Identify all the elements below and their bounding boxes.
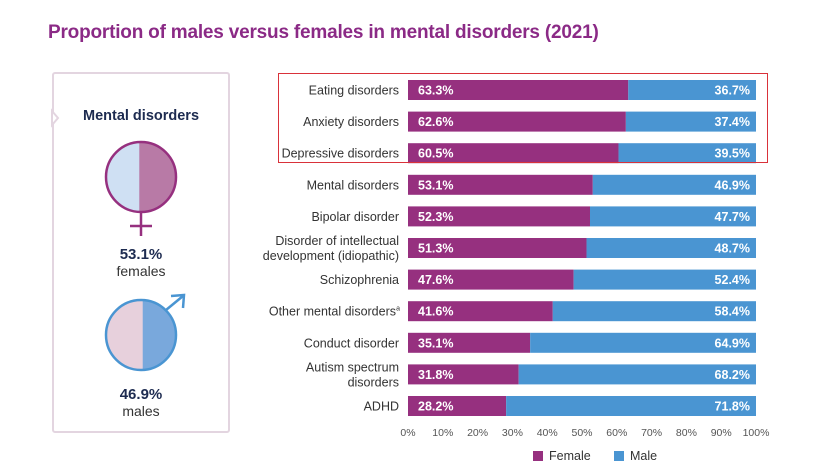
data-label-female: 35.1% [418,336,453,350]
data-label-male: 47.7% [715,210,750,224]
data-label-male: 39.5% [715,147,750,161]
bar-male [530,332,756,353]
bar-female [408,143,619,164]
legend-swatch-female [533,451,543,461]
male-symbol-icon [104,293,186,372]
x-tick-label: 90% [711,427,732,439]
data-label-male: 58.4% [715,305,750,319]
data-label-male: 71.8% [715,400,750,414]
x-tick-label: 60% [606,427,627,439]
x-tick-label: 70% [641,427,662,439]
legend-label-female: Female [549,449,591,463]
data-label-female: 60.5% [418,147,453,161]
data-label-female: 52.3% [418,210,453,224]
bar-male [518,364,756,385]
data-label-female: 62.6% [418,115,453,129]
bar-male [618,143,756,164]
data-label-male: 36.7% [715,84,750,98]
legend-label-male: Male [630,449,658,463]
female-percentage: 53.1% [119,246,163,263]
bar-female [408,206,591,227]
bar-male [586,238,756,258]
x-tick-label: 10% [432,427,453,439]
bar-female [408,80,629,100]
category-label: Depressive disorders [282,147,399,161]
data-label-female: 47.6% [418,273,453,287]
bar-female [408,332,531,353]
category-label: development (idiopathic) [263,249,399,263]
category-label: Autism spectrum [306,360,399,374]
category-label: Mental disorders [307,178,399,192]
bar-male [628,80,756,100]
data-label-female: 53.1% [418,178,453,192]
x-tick-label: 20% [467,427,488,439]
data-label-male: 48.7% [715,242,750,256]
category-label: Disorder of intellectual [275,234,399,248]
chart-title: Proportion of males versus females in me… [48,22,599,43]
data-label-female: 28.2% [418,400,453,414]
bar-male [506,396,756,416]
x-tick-label: 30% [502,427,523,439]
side-panel [52,72,230,433]
bar-male [552,301,756,322]
highlight-box [278,73,768,163]
data-label-male: 46.9% [715,178,750,192]
side-panel-heading: Mental disorders [82,108,200,124]
data-label-male: 37.4% [715,115,750,129]
bar-female [408,269,574,290]
data-label-female: 41.6% [418,305,453,319]
category-label: disorders [348,375,399,389]
category-label: Other mental disorders [269,305,396,319]
bar-female [408,238,587,258]
data-label-male: 64.9% [715,336,750,350]
category-label: Bipolar disorder [311,210,399,224]
bar-female [408,364,519,385]
bar-male [625,111,756,132]
male-label: males [122,403,160,419]
bar-male [573,269,756,290]
data-label-female: 51.3% [418,242,453,256]
x-tick-label: 80% [676,427,697,439]
data-label-female: 31.8% [418,368,453,382]
x-tick-label: 0% [400,427,415,439]
bar-male [590,206,756,227]
female-symbol-icon [104,140,178,236]
bar-female [408,174,593,195]
data-label-male: 68.2% [715,368,750,382]
bar-female [408,301,553,322]
bar-female [408,111,626,132]
category-label: Schizophrenia [320,273,399,287]
x-tick-label: 50% [571,427,592,439]
category-label: Anxiety disorders [303,115,399,129]
data-label-female: 63.3% [418,84,453,98]
category-label: Conduct disorder [304,336,399,350]
panel-notch [51,108,60,128]
category-label: Eating disorders [309,84,399,98]
category-superscript: a [396,306,400,313]
data-label-male: 52.4% [715,273,750,287]
female-label: females [116,263,166,279]
x-tick-label: 100% [743,427,770,439]
bar-female [408,396,507,416]
legend-swatch-male [614,451,624,461]
x-tick-label: 40% [537,427,558,439]
category-label: ADHD [364,400,399,414]
male-percentage: 46.9% [119,386,163,403]
bar-male [592,174,756,195]
